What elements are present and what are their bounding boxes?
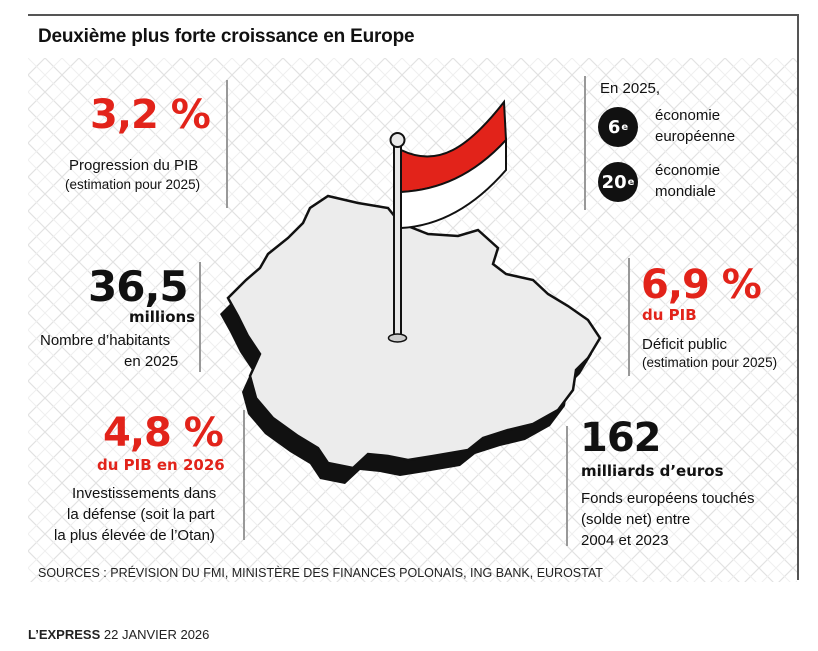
top-rule <box>28 14 799 16</box>
defense-line1: Investissements dans <box>72 485 217 502</box>
rank-european-line2: européenne <box>655 128 736 145</box>
deficit-label: Déficit public <box>642 336 728 353</box>
deficit-note: (estimation pour 2025) <box>642 355 778 370</box>
population-label-line2: en 2025 <box>124 353 179 370</box>
flag-white-half <box>400 137 507 230</box>
gdp-growth-note: (estimation pour 2025) <box>65 177 201 192</box>
eu-funds-line3: 2004 et 2023 <box>581 532 669 549</box>
defense-value: 4,8 % <box>103 410 224 456</box>
population-unit: millions <box>129 308 196 326</box>
divider-line <box>628 258 630 376</box>
background-illustration <box>28 58 797 582</box>
footer-brand: L’EXPRESS <box>28 627 101 642</box>
flag-pole-knob <box>389 132 406 148</box>
rank-world-number: 20 <box>601 171 627 193</box>
eu-funds-value: 162 <box>580 415 661 461</box>
rank-european-number: 6 <box>607 116 621 138</box>
infographic-title: Deuxième plus forte croissance en Europe <box>38 26 415 47</box>
rank-world-line2: mondiale <box>655 183 716 200</box>
eu-funds-unit: milliards d’euros <box>581 462 724 480</box>
population-value: 36,5 <box>88 262 189 311</box>
gdp-growth-label: Progression du PIB <box>69 157 199 174</box>
rank-world-badge: 20 e <box>598 162 638 202</box>
defense-line2: la défense (soit la part <box>67 506 215 523</box>
eu-funds-line1: Fonds européens touchés <box>581 490 755 507</box>
flag-pole <box>393 141 402 339</box>
flag-pole-base <box>387 333 408 343</box>
rank-european-line1: économie <box>655 107 721 124</box>
divider-line <box>584 76 586 210</box>
divider-line <box>199 262 201 372</box>
defense-unit: du PIB en 2026 <box>97 456 225 474</box>
poland-map <box>226 194 602 470</box>
sources-note: SOURCES : PRÉVISION DU FMI, MINISTÈRE DE… <box>38 566 603 580</box>
rank-european-suffix: e <box>621 121 629 133</box>
divider-line <box>566 426 568 546</box>
ranking-intro: En 2025, <box>600 80 661 97</box>
divider-line <box>243 410 245 540</box>
rank-world-line1: économie <box>655 162 721 179</box>
right-rule <box>797 14 799 580</box>
deficit-unit: du PIB <box>642 306 697 324</box>
footer-date: 22 JANVIER 2026 <box>103 627 210 642</box>
population-label-line1: Nombre d’habitants <box>40 332 171 349</box>
divider-line <box>226 80 228 208</box>
footer: L’EXPRESS 22 JANVIER 2026 <box>28 627 209 642</box>
eu-funds-line2: (solde net) entre <box>581 511 691 528</box>
rank-world-suffix: e <box>627 176 635 188</box>
gdp-growth-value: 3,2 % <box>90 92 211 138</box>
defense-line3: la plus élevée de l’Otan) <box>54 527 215 544</box>
deficit-value: 6,9 % <box>641 262 762 308</box>
